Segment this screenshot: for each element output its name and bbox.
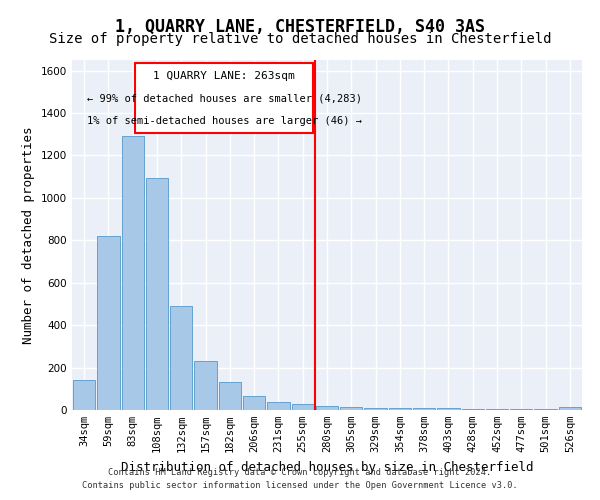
Y-axis label: Number of detached properties: Number of detached properties xyxy=(22,126,35,344)
Bar xyxy=(194,361,217,410)
Bar xyxy=(461,409,484,410)
Bar xyxy=(146,178,168,410)
Bar xyxy=(437,408,460,410)
Text: 1 QUARRY LANE: 263sqm: 1 QUARRY LANE: 263sqm xyxy=(153,71,295,81)
Bar xyxy=(510,409,532,410)
Text: Contains HM Land Registry data © Crown copyright and database right 2024.: Contains HM Land Registry data © Crown c… xyxy=(109,468,491,477)
Bar xyxy=(73,380,95,410)
Text: 1% of semi-detached houses are larger (46) →: 1% of semi-detached houses are larger (4… xyxy=(86,116,362,126)
Bar xyxy=(97,236,119,410)
Bar xyxy=(292,404,314,410)
Bar xyxy=(267,402,290,410)
X-axis label: Distribution of detached houses by size in Chesterfield: Distribution of detached houses by size … xyxy=(121,460,533,473)
Text: ← 99% of detached houses are smaller (4,283): ← 99% of detached houses are smaller (4,… xyxy=(86,93,362,103)
Bar xyxy=(170,306,193,410)
Text: Contains public sector information licensed under the Open Government Licence v3: Contains public sector information licen… xyxy=(82,482,518,490)
Bar xyxy=(243,396,265,410)
Text: 1, QUARRY LANE, CHESTERFIELD, S40 3AS: 1, QUARRY LANE, CHESTERFIELD, S40 3AS xyxy=(115,18,485,36)
Bar xyxy=(364,408,387,410)
Bar xyxy=(340,407,362,410)
Bar xyxy=(218,382,241,410)
Bar xyxy=(389,408,411,410)
Bar xyxy=(413,408,436,410)
Bar xyxy=(122,136,144,410)
Bar xyxy=(486,409,508,410)
Bar xyxy=(535,409,557,410)
Text: Size of property relative to detached houses in Chesterfield: Size of property relative to detached ho… xyxy=(49,32,551,46)
Bar xyxy=(316,406,338,410)
FancyBboxPatch shape xyxy=(135,63,313,133)
Bar xyxy=(559,408,581,410)
